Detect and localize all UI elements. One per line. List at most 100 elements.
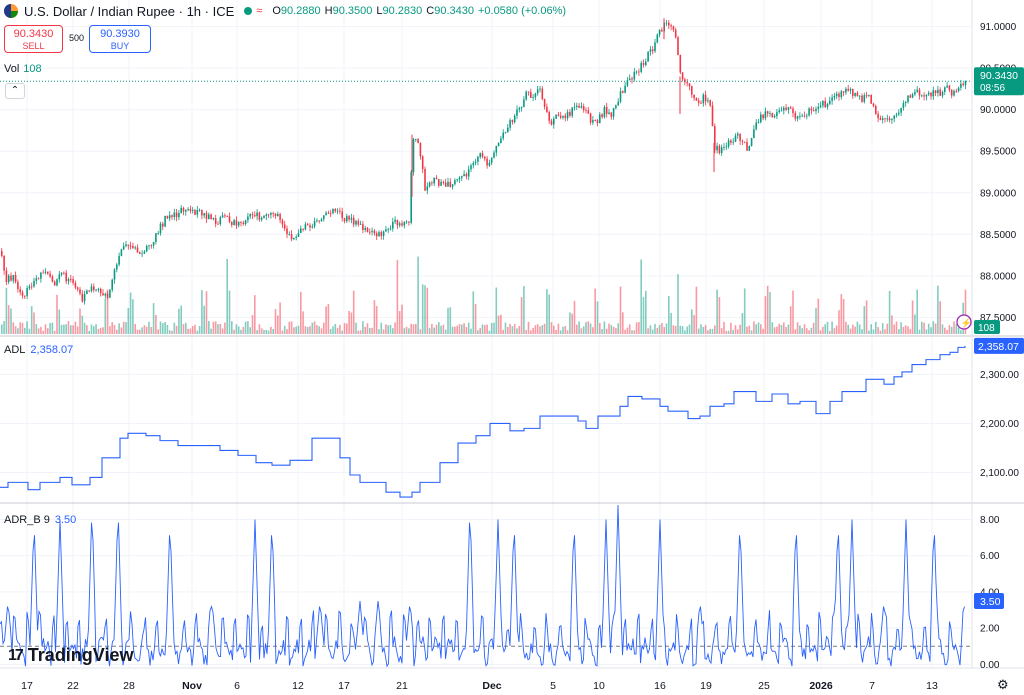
volume-bar (240, 329, 242, 334)
candle-body (79, 289, 81, 294)
adl-legend[interactable]: ADL 2,358.07 (4, 344, 73, 356)
volume-bar (311, 322, 314, 334)
candle-body (796, 116, 799, 119)
volume-bar (658, 324, 661, 334)
volume-bar (182, 324, 185, 334)
volume-bar (288, 321, 291, 334)
candle-body (217, 223, 219, 225)
volume-bar (410, 323, 412, 334)
volume-bar (208, 321, 210, 334)
volume-bar (877, 327, 879, 334)
volume-bar (290, 321, 293, 334)
volume-bar (451, 326, 454, 334)
candle-body (47, 271, 49, 274)
candle-body (787, 107, 790, 110)
candle-body (267, 214, 270, 216)
volume-bar (819, 330, 822, 334)
sell-button[interactable]: 90.3430 SELL (4, 25, 63, 53)
candle-body (398, 223, 401, 226)
candle-body (875, 105, 877, 114)
volume-bar (939, 301, 941, 334)
volume-bar (357, 330, 360, 334)
volume-bar (564, 326, 567, 334)
candle-body (891, 118, 893, 121)
volume-bar (578, 321, 580, 334)
time-axis[interactable]: 17 22 28 Nov 6 12 17 21 Dec 5 10 16 19 25 2026 7 13 (21, 680, 938, 692)
candle-body (65, 272, 67, 282)
volume-label: Vol (4, 63, 20, 75)
candle-body (419, 142, 422, 157)
volume-bar (808, 330, 810, 334)
adr-legend[interactable]: ADR_B 9 3.50 (4, 514, 76, 526)
volume-bar (263, 329, 265, 334)
volume-bar (19, 322, 21, 334)
tradingview-logo[interactable]: 17 TradingView (8, 645, 134, 666)
volume-bar (582, 326, 585, 334)
volume-bar (585, 322, 587, 334)
buy-button[interactable]: 90.3930 BUY (89, 25, 151, 53)
candle-body (357, 220, 360, 225)
candle-body (463, 174, 465, 177)
symbol-header: U.S. Dollar / Indian Rupee · 1h · ICE ≈ … (4, 3, 566, 19)
volume-bar (369, 327, 371, 334)
adr-value-badge (974, 592, 1004, 609)
candle-body (884, 118, 886, 120)
candle-body (389, 228, 392, 230)
candle-body (810, 108, 813, 111)
volume-bar (116, 329, 118, 334)
volume-legend[interactable]: Vol 108 (4, 63, 42, 75)
candle-body (541, 88, 544, 100)
volume-bar (187, 328, 189, 334)
time-tick-label: 17 (338, 680, 350, 692)
volume-bar (727, 330, 730, 334)
candle-body (373, 230, 376, 234)
volume-bar (228, 290, 231, 334)
candle-body (10, 275, 12, 281)
volume-bar (143, 325, 146, 334)
time-tick-label: Dec (482, 680, 501, 692)
volume-bar (37, 328, 40, 334)
volume-bar (244, 321, 247, 334)
volume-bar (378, 329, 380, 334)
candle-body (162, 223, 164, 227)
volume-bar (527, 321, 530, 334)
candle-body (235, 220, 238, 226)
candle-body (762, 114, 764, 119)
candle-body (97, 288, 100, 290)
candle-body (24, 295, 26, 297)
volume-bar (428, 328, 431, 334)
volume-bar (88, 330, 90, 334)
volume-bar (313, 321, 316, 334)
sell-label: SELL (22, 41, 45, 51)
symbol-title[interactable]: U.S. Dollar / Indian Rupee · 1h · ICE (24, 3, 235, 19)
candle-body (872, 103, 875, 106)
candle-body (288, 234, 291, 235)
adr-tick-label: 6.00 (980, 551, 1000, 562)
market-status[interactable]: ≈ (240, 4, 266, 18)
volume-bar (226, 258, 228, 334)
candle-body (152, 242, 155, 246)
volume-bar (748, 325, 751, 334)
candle-body (180, 207, 182, 214)
candle-body (559, 115, 562, 118)
volume-bar (442, 324, 445, 334)
volume-bar (173, 322, 176, 334)
volume-bar (536, 324, 539, 334)
volume-bar (1, 324, 3, 334)
candle-body (815, 108, 817, 112)
adr-series-line (0, 504, 965, 668)
candle-body (433, 177, 435, 184)
volume-bar (221, 328, 224, 334)
volume-bar (668, 295, 670, 334)
settings-gear-icon[interactable]: ⚙ (997, 677, 1009, 692)
candle-body (302, 228, 304, 230)
candle-body (587, 110, 590, 114)
candle-body (187, 209, 189, 211)
collapse-chevron-icon[interactable]: ⌃ (5, 83, 25, 99)
volume-bar (806, 328, 808, 334)
candle-body (642, 63, 645, 65)
volume-bar (769, 292, 771, 334)
candle-body (40, 272, 42, 279)
volume-bar (651, 329, 654, 334)
